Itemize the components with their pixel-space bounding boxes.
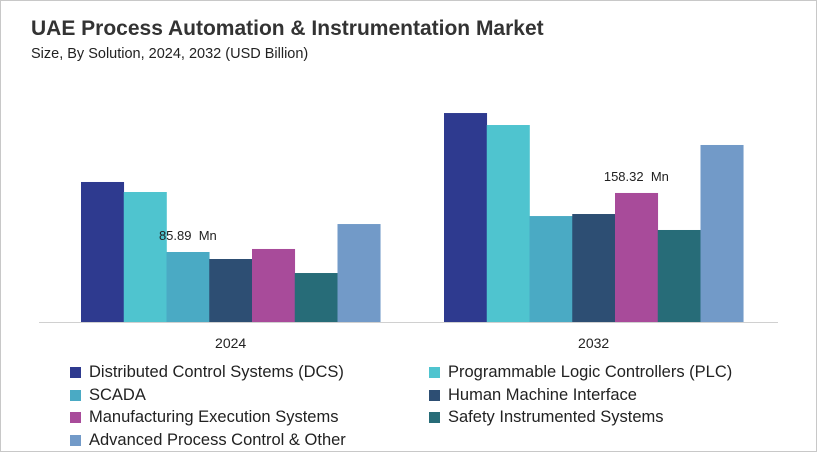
legend-item: Manufacturing Execution Systems	[70, 408, 338, 427]
bar-scada-2024	[166, 252, 210, 322]
legend-swatch	[429, 367, 440, 378]
x-tick-label: 2032	[578, 335, 609, 351]
bar-safety-instrumented-systems-2024	[294, 273, 338, 322]
legend-item: Distributed Control Systems (DCS)	[70, 363, 344, 382]
bar-scada-2032	[529, 216, 573, 322]
bar-programmable-logic-controllers-plc--2032	[486, 125, 530, 322]
bar-advanced-process-control-other-2024	[337, 224, 381, 322]
bar-distributed-control-systems-dcs--2032	[444, 113, 488, 323]
legend-swatch	[429, 389, 440, 401]
data-label: 85.89 Mn	[159, 228, 217, 243]
data-label: 158.32 Mn	[604, 169, 669, 184]
bar-programmable-logic-controllers-plc--2024	[123, 192, 167, 322]
legend-label: Human Machine Interface	[448, 385, 637, 404]
bar-distributed-control-systems-dcs--2024	[81, 181, 125, 322]
legend-label: Advanced Process Control & Other	[89, 430, 346, 449]
legend-item: SCADA	[70, 386, 146, 405]
legend-label: Distributed Control Systems (DCS)	[89, 363, 344, 381]
bar-manufacturing-execution-systems-2032	[615, 192, 659, 322]
legend-swatch	[70, 389, 81, 401]
bar-advanced-process-control-other-2032	[700, 144, 744, 322]
legend-swatch	[70, 412, 81, 423]
bar-human-machine-interface-2032	[572, 214, 616, 322]
bar-chart: 2024 2032 85.89 Mn 158.32 Mn	[39, 113, 778, 351]
legend-item: Safety Instrumented Systems	[429, 408, 664, 427]
legend-swatch	[70, 434, 81, 446]
chart-title: UAE Process Automation & Instrumentation…	[31, 17, 544, 40]
legend-label: Safety Instrumented Systems	[448, 408, 664, 426]
legend-item: Human Machine Interface	[429, 386, 637, 405]
bar-safety-instrumented-systems-2032	[657, 229, 701, 322]
bar-human-machine-interface-2024	[209, 259, 253, 322]
legend-label: Programmable Logic Controllers (PLC)	[448, 363, 733, 381]
x-tick-label: 2024	[215, 335, 246, 351]
legend-label: SCADA	[89, 385, 146, 404]
legend-swatch	[70, 367, 81, 378]
legend-item: Programmable Logic Controllers (PLC)	[429, 363, 732, 382]
legend-label: Manufacturing Execution Systems	[89, 408, 339, 426]
legend-swatch	[429, 412, 440, 423]
legend-item: Advanced Process Control & Other	[70, 431, 346, 450]
bar-manufacturing-execution-systems-2024	[252, 248, 296, 322]
chart-subtitle: Size, By Solution, 2024, 2032 (USD Billi…	[31, 46, 309, 62]
